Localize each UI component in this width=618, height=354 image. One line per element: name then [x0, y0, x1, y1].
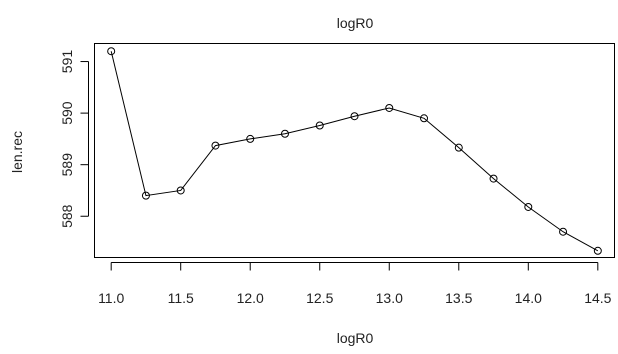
data-point	[246, 134, 255, 143]
data-point	[280, 129, 289, 138]
data-point	[211, 141, 220, 150]
y-tick-label: 590	[59, 101, 75, 125]
data-point	[107, 47, 116, 56]
y-axis-label: len.rec	[9, 131, 25, 173]
data-point	[176, 186, 185, 195]
series-line	[110, 51, 599, 252]
data-point	[454, 143, 463, 152]
plot-frame	[94, 43, 615, 258]
x-tick-label: 14.0	[515, 290, 542, 306]
x-axis-label: logR0	[337, 330, 374, 346]
x-tick-label: 12.5	[306, 290, 333, 306]
chart-title: logR0	[337, 15, 374, 31]
x-tick-label: 11.5	[168, 290, 194, 306]
data-point	[420, 114, 429, 123]
x-tick-label: 11.0	[98, 290, 124, 306]
data-points	[107, 47, 602, 255]
y-tick-label: 591	[59, 50, 75, 74]
y-tick-label: 588	[59, 204, 75, 228]
data-point	[385, 103, 394, 112]
x-axis: 11.0 11.5 12.0 12.5 13.0 13.5 14.0 14.5	[98, 262, 612, 306]
x-tick-label: 13.5	[445, 290, 472, 306]
data-point	[489, 174, 498, 183]
data-point	[593, 246, 602, 255]
data-point	[524, 202, 533, 211]
x-tick-label: 12.0	[237, 290, 264, 306]
x-tick-label: 13.0	[376, 290, 403, 306]
y-tick-label: 589	[59, 153, 75, 177]
data-point	[559, 227, 568, 236]
data-point	[315, 121, 324, 130]
data-point	[350, 112, 359, 121]
y-axis: 588 589 590 591	[59, 50, 89, 228]
data-point	[141, 191, 150, 200]
x-tick-label: 14.5	[584, 290, 611, 306]
